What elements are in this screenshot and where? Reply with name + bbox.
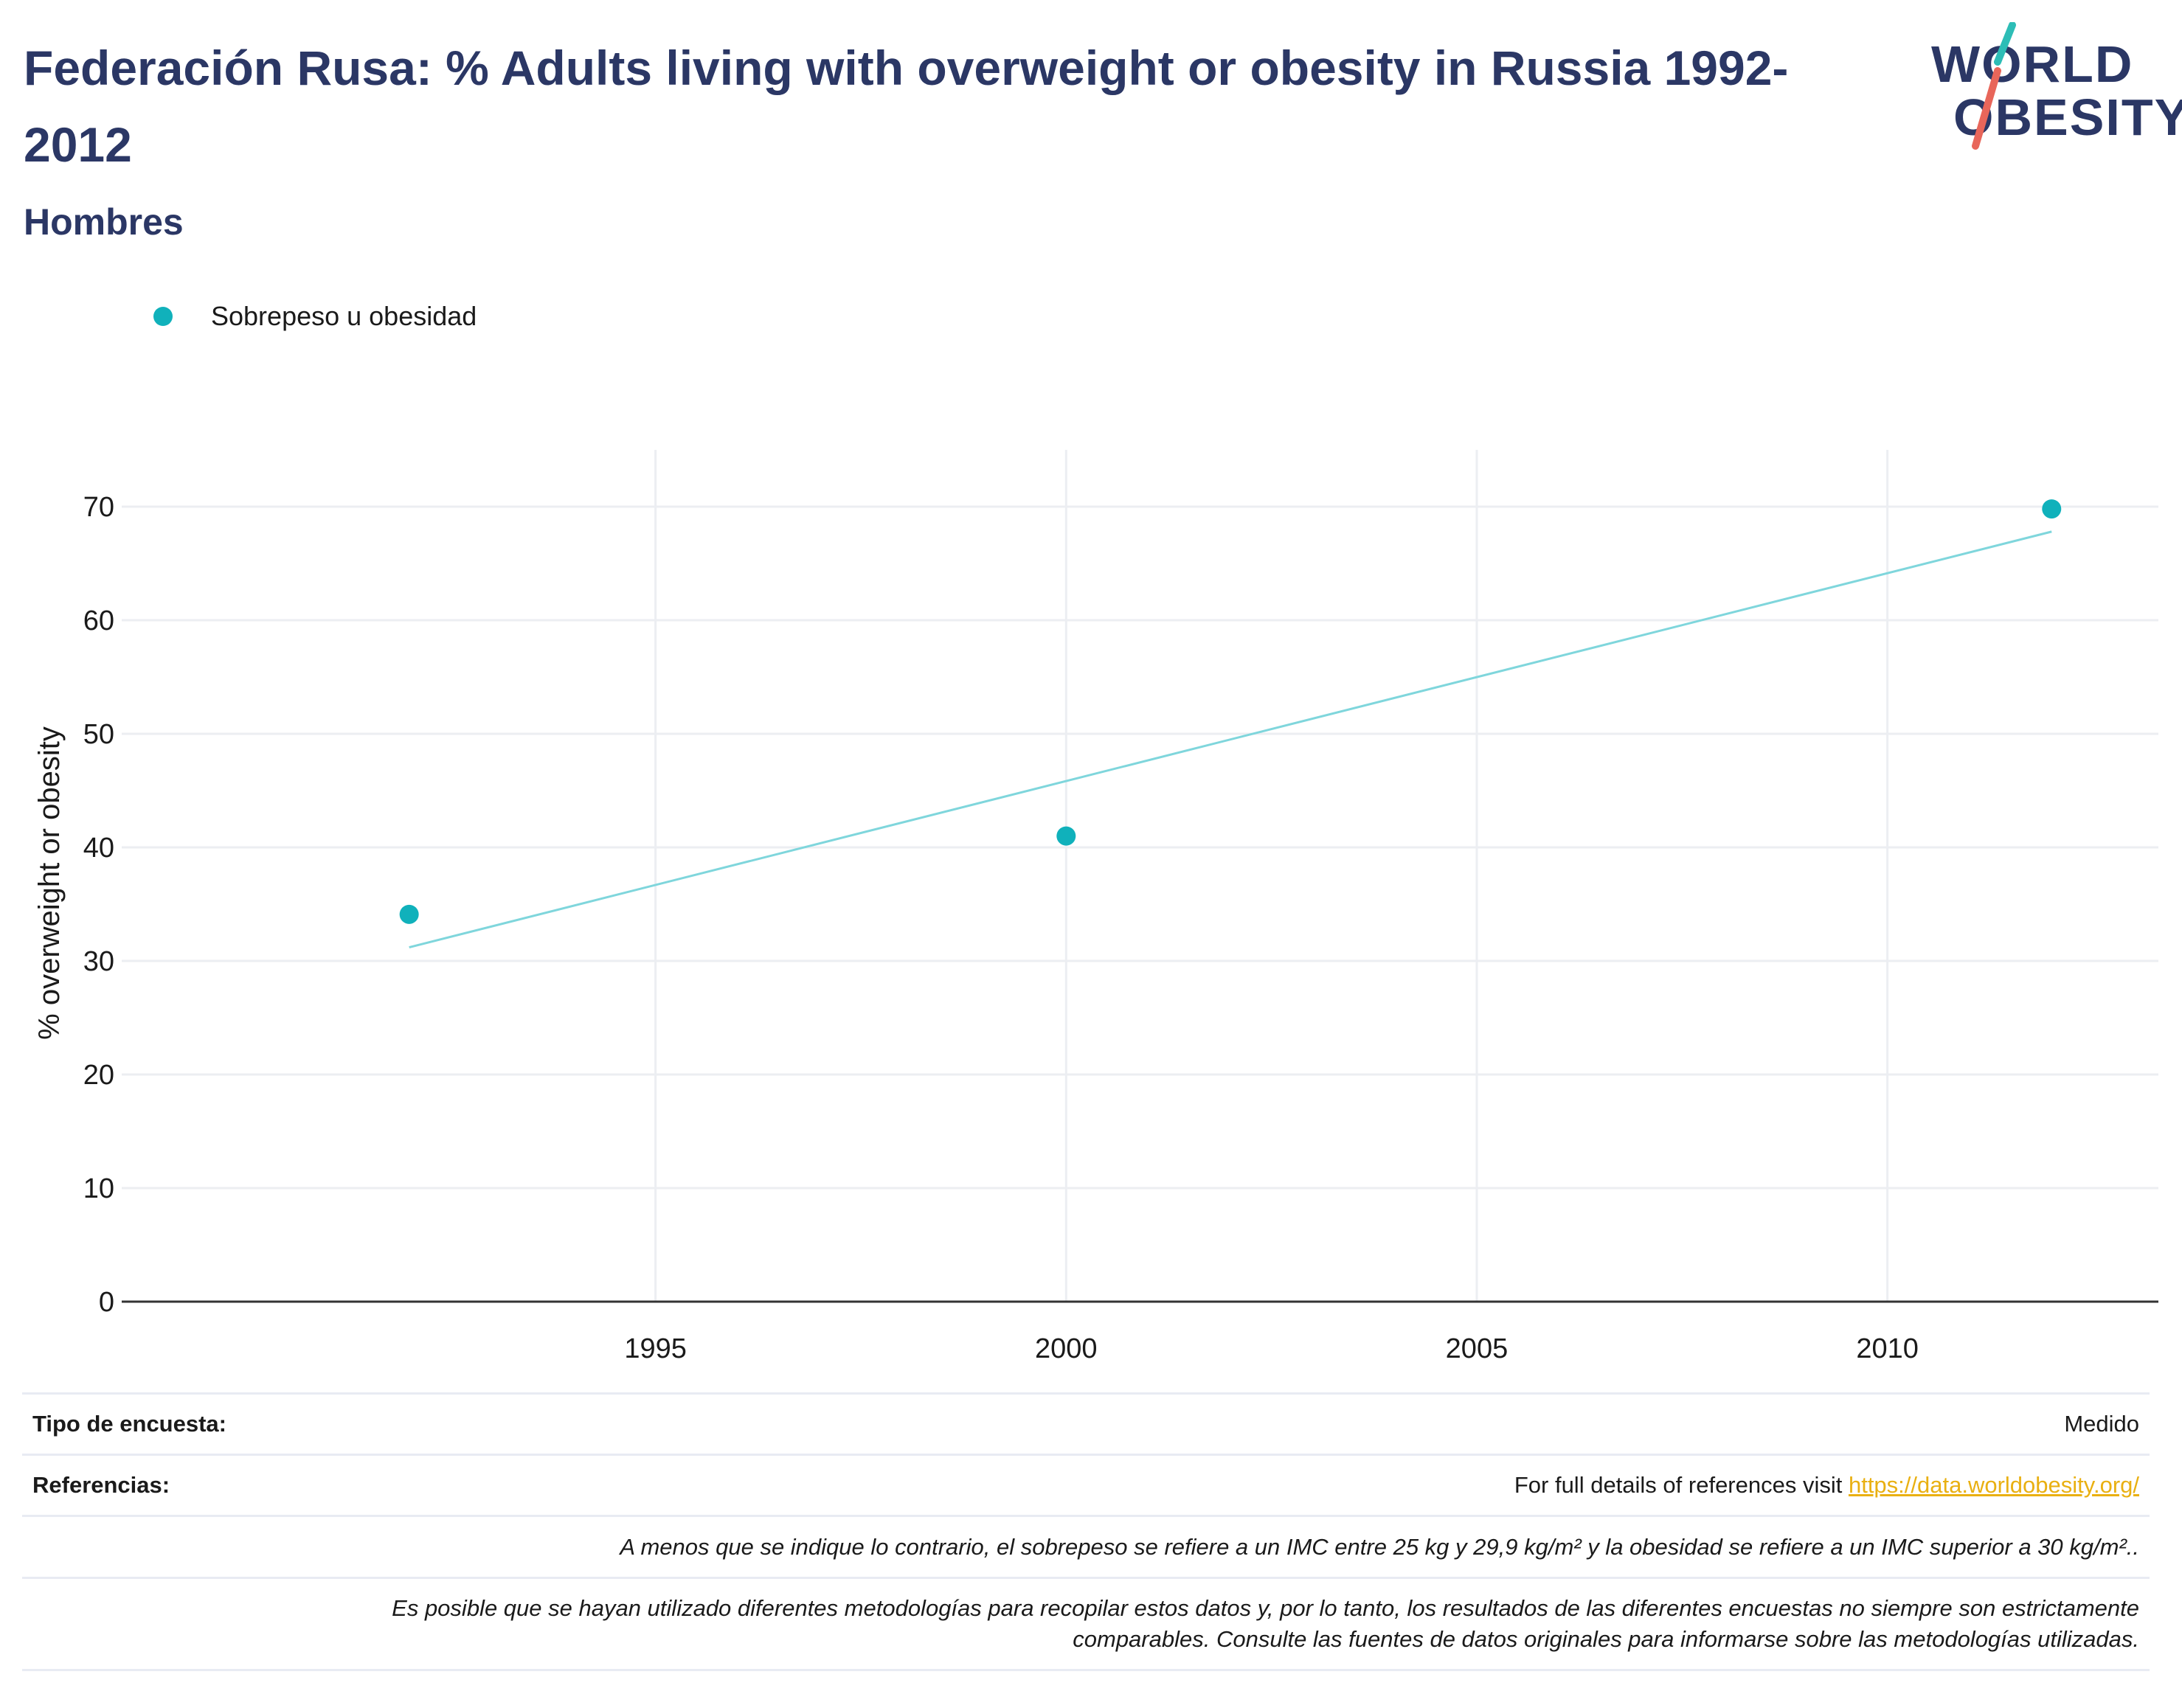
references-row: Referencias: For full details of referen… xyxy=(22,1454,2150,1515)
methodology-note-row: Es posible que se hayan utilizado difere… xyxy=(22,1577,2150,1671)
definition-note: A menos que se indique lo contrario, el … xyxy=(620,1533,2139,1560)
footer-table: Tipo de encuesta: Medido Referencias: Fo… xyxy=(22,1392,2150,1671)
chart-title: Federación Rusa: % Adults living with ov… xyxy=(24,41,1789,172)
logo-slash-icon xyxy=(1972,22,2016,150)
survey-type-row: Tipo de encuesta: Medido xyxy=(22,1392,2150,1454)
chart-subtitle: Hombres xyxy=(24,201,184,243)
legend-label: Sobrepeso u obesidad xyxy=(211,301,477,331)
y-tick-label: 20 xyxy=(83,1060,114,1091)
methodology-note-line2: comparables. Consulte las fuentes de dat… xyxy=(1073,1626,2139,1652)
x-tick-label: 2000 xyxy=(1035,1333,1098,1364)
y-axis-label: % overweight or obesity xyxy=(33,726,66,1040)
logo-word-world: WORLD xyxy=(1931,35,2134,93)
x-tick-label: 2005 xyxy=(1446,1333,1509,1364)
methodology-note: Es posible que se hayan utilizado difere… xyxy=(392,1593,2139,1655)
scatter-chart: 1995 2000 2005 2010 0 10 20 30 40 50 60 70 % overw… xyxy=(33,450,2158,1364)
definition-note-row: A menos que se indique lo contrario, el … xyxy=(22,1515,2150,1577)
references-label: Referencias: xyxy=(32,1472,170,1498)
y-tick-label: 30 xyxy=(83,946,114,977)
y-tick-label: 10 xyxy=(83,1173,114,1204)
legend[interactable]: Sobrepeso u obesidad xyxy=(153,298,477,335)
trend-line xyxy=(409,530,2052,948)
references-link[interactable]: https://data.worldobesity.org/ xyxy=(1848,1472,2139,1498)
data-point[interactable] xyxy=(1056,826,1076,846)
world-obesity-logo: WORLD OBESITY xyxy=(1918,22,2182,155)
legend-marker xyxy=(153,307,173,326)
x-tick-label: 2010 xyxy=(1856,1333,1919,1364)
y-tick-label: 50 xyxy=(83,719,114,750)
y-tick-label: 0 xyxy=(99,1287,114,1318)
x-tick-label: 1995 xyxy=(624,1333,687,1364)
references-value: For full details of references visit htt… xyxy=(1514,1472,2139,1499)
data-point[interactable] xyxy=(399,904,419,924)
survey-type-label: Tipo de encuesta: xyxy=(32,1411,226,1437)
y-tick-label: 60 xyxy=(83,605,114,636)
methodology-note-line1: Es posible que se hayan utilizado difere… xyxy=(392,1595,2139,1621)
references-text: For full details of references visit xyxy=(1514,1472,1849,1498)
survey-type-value: Medido xyxy=(2064,1411,2139,1437)
y-tick-label: 40 xyxy=(83,833,114,864)
y-tick-label: 70 xyxy=(83,492,114,523)
data-point[interactable] xyxy=(2042,499,2062,519)
